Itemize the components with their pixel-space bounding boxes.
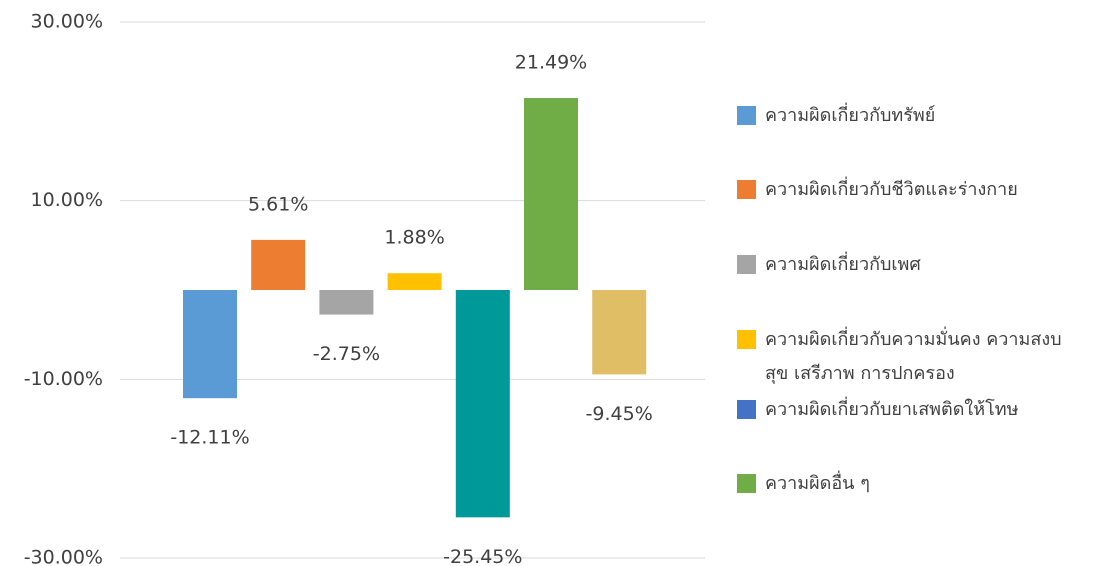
bar [387,273,442,290]
value-label: -12.11% [170,427,249,449]
value-label: -25.45% [443,546,522,566]
bar [183,290,237,399]
legend-swatch [737,474,756,493]
bar [251,239,306,290]
legend-swatch [737,400,756,419]
legend-label: ความผิดเกี่ยวกับชีวิตและร่างกาย [765,179,1018,200]
legend-swatch [737,330,756,349]
y-tick-label: -30.00% [24,547,103,566]
bar [455,290,510,518]
legend-label: ความผิดเกี่ยวกับความมั่นคง ความสงบสุข เส… [765,329,1062,384]
value-label: -9.45% [586,403,653,425]
legend-item: ความผิดเกี่ยวกับชีวิตและร่างกาย [737,173,1082,207]
y-tick-label: 10.00% [31,189,103,211]
legend-label: ความผิดเกี่ยวกับทรัพย์ [765,105,936,126]
legend-swatch [737,106,756,125]
legend-item: ความผิดเกี่ยวกับยาเสพติดให้โทษ [737,393,1082,427]
legend-item: ความผิดเกี่ยวกับเพศ [737,248,1082,282]
y-tick-label: -10.00% [24,368,103,390]
legend-swatch [737,180,756,199]
value-label: -2.75% [313,343,380,365]
legend-swatch [737,255,756,274]
value-label: 21.49% [515,52,587,74]
bar [592,290,647,375]
legend-item: ความผิดเกี่ยวกับทรัพย์ [737,99,1082,133]
value-label: 5.61% [248,193,308,215]
legend-item: ความผิดอื่น ๆ [737,467,1082,501]
legend-item: ความผิดเกี่ยวกับความมั่นคง ความสงบสุข เส… [737,323,1082,391]
legend-label: ความผิดเกี่ยวกับยาเสพติดให้โทษ [765,399,1019,420]
bar [319,290,374,315]
bar [524,98,578,290]
y-tick-label: 30.00% [31,11,103,33]
legend-label: ความผิดเกี่ยวกับเพศ [765,254,921,275]
value-label: 1.88% [384,227,444,249]
legend-label: ความผิดอื่น ๆ [765,473,870,494]
